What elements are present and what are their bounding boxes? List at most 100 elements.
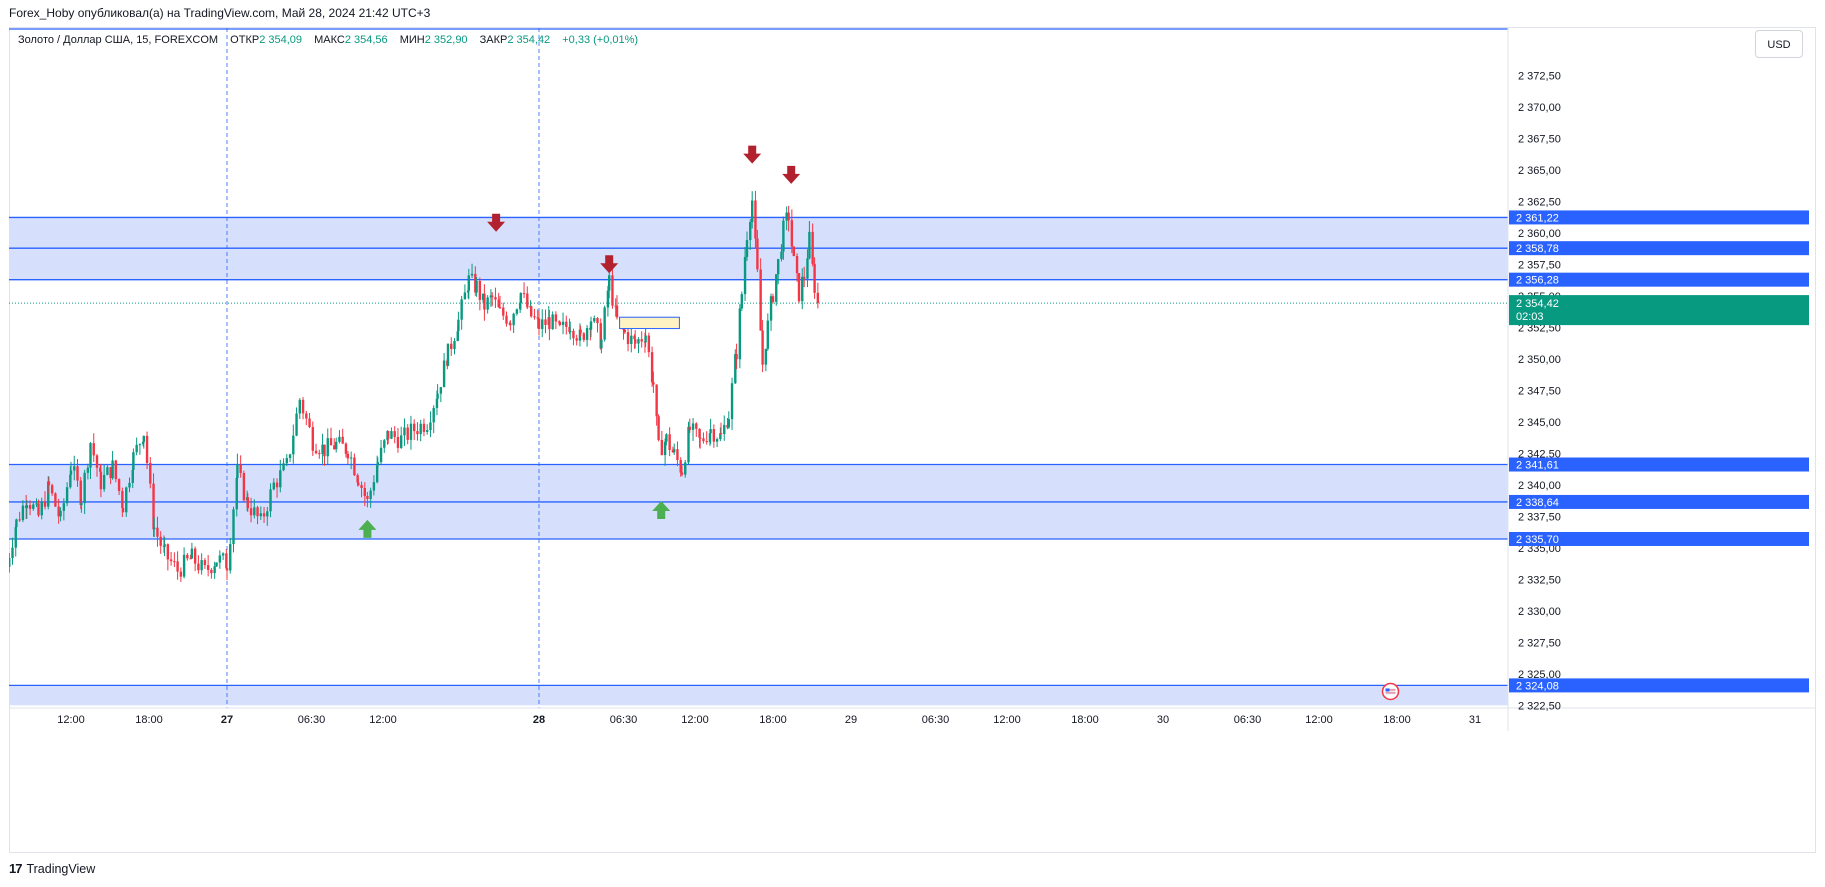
candle-body <box>54 493 57 507</box>
price-tick-label: 2 340,00 <box>1518 480 1561 492</box>
candle <box>321 433 324 464</box>
candle <box>125 486 128 517</box>
candle <box>515 308 519 316</box>
candle <box>186 552 189 561</box>
candle-body <box>80 503 83 506</box>
candle <box>647 332 651 358</box>
candle-body <box>652 382 655 385</box>
candle-body <box>518 303 522 310</box>
candle-body <box>152 483 155 530</box>
candle <box>637 337 640 354</box>
candle <box>132 448 135 481</box>
candle-body <box>357 482 360 486</box>
candle-body <box>572 330 575 339</box>
candle <box>723 415 726 441</box>
change-value: +0,33 (+0,01%) <box>562 34 639 46</box>
candle-body <box>435 398 439 408</box>
up-arrow-icon <box>652 501 671 519</box>
candle-body <box>117 479 121 492</box>
candle <box>308 412 311 429</box>
candle-body <box>206 565 210 570</box>
candle-body <box>637 339 640 344</box>
candle <box>569 321 572 340</box>
candle-body <box>215 562 218 567</box>
candle-body <box>186 554 189 559</box>
candle <box>687 421 690 465</box>
time-tick-label: 30 <box>1157 714 1169 726</box>
candle <box>206 554 210 577</box>
candle <box>5 560 7 568</box>
time-tick-label: 18:00 <box>759 714 787 726</box>
candle <box>292 424 295 464</box>
candle-body <box>288 454 292 459</box>
candle-body <box>363 488 366 497</box>
candle-body <box>780 251 783 260</box>
candle-body <box>190 548 194 559</box>
candle-body <box>650 352 654 383</box>
currency-button[interactable]: USD <box>1755 30 1803 58</box>
level-label: 2 358,78 <box>1516 243 1559 255</box>
candle <box>25 500 28 519</box>
candle-body <box>589 321 593 330</box>
candle-body <box>489 295 493 298</box>
candle-body <box>582 333 586 340</box>
candle-body <box>182 554 186 577</box>
candle <box>169 552 173 566</box>
candle-body <box>515 309 519 314</box>
candle <box>338 430 341 444</box>
candle-body <box>512 313 515 326</box>
candle <box>376 457 379 468</box>
candle <box>215 562 218 567</box>
candle <box>684 460 687 478</box>
candle <box>743 246 747 301</box>
candle-body <box>569 330 572 333</box>
price-tick-label: 2 342,50 <box>1518 448 1561 460</box>
candle-body <box>593 318 596 322</box>
candle <box>671 446 675 453</box>
candle-body <box>505 315 508 324</box>
candle-body <box>460 299 463 320</box>
candle <box>419 419 422 442</box>
candle-body <box>89 443 92 468</box>
candle <box>95 454 99 477</box>
candle-body <box>494 297 497 300</box>
candle-body <box>200 560 203 571</box>
candle-body <box>630 335 633 345</box>
brand-name[interactable]: TradingView <box>26 861 96 876</box>
candle-body <box>611 275 614 306</box>
candle-body <box>640 339 643 342</box>
candle-body <box>766 320 769 349</box>
candle-body <box>210 569 213 574</box>
candle-body <box>311 427 314 451</box>
candle-body <box>723 424 726 435</box>
candle <box>203 558 207 569</box>
candle <box>655 384 658 426</box>
level-label-bg <box>1509 272 1809 287</box>
candle-body <box>633 335 636 340</box>
level-label: 2 356,28 <box>1516 275 1559 287</box>
candle <box>749 219 752 250</box>
candle-body <box>787 212 790 221</box>
candle <box>606 285 610 317</box>
candle-body <box>709 429 712 434</box>
candle-body <box>726 424 729 428</box>
candle-body <box>663 441 667 456</box>
candle-body <box>426 430 429 432</box>
candle-body <box>37 503 40 516</box>
candle <box>106 465 109 476</box>
candle-body <box>69 474 72 488</box>
candle-body <box>5 567 7 568</box>
candle <box>561 312 565 335</box>
symbol-title[interactable]: Золото / Доллар США, 15, FOREXCOM <box>18 34 219 46</box>
candle-body <box>179 571 183 577</box>
candle-body <box>695 423 698 429</box>
candle <box>403 418 406 446</box>
candle <box>239 455 242 478</box>
candle-body <box>478 280 482 300</box>
price-tick-label: 2 327,50 <box>1518 637 1561 649</box>
candle <box>634 330 637 349</box>
candle <box>730 377 734 430</box>
candle <box>114 459 118 483</box>
candle <box>145 431 149 470</box>
